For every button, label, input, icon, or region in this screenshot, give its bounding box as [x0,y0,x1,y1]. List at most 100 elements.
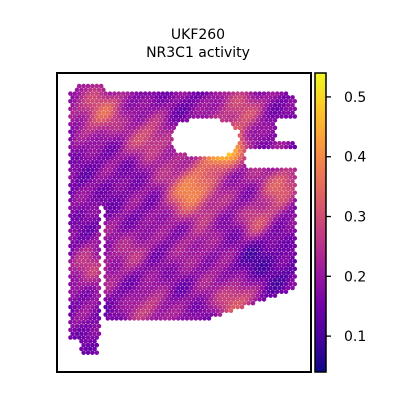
spot [138,182,144,188]
spot [259,186,265,192]
spot [193,285,199,291]
spot [246,247,251,253]
spot [191,205,196,211]
spot [72,266,78,272]
spot [114,186,119,192]
spot [129,205,135,211]
spot [182,159,188,165]
spot [156,175,161,180]
spot [178,220,183,226]
spot [142,281,148,287]
spot [283,91,289,96]
spot [151,114,157,119]
spot [180,239,185,245]
spot [248,205,254,211]
spot [184,255,190,260]
spot [70,186,75,192]
spot [193,209,199,214]
spot [85,144,91,150]
spot [261,182,267,188]
spot [118,285,124,291]
spot [142,312,148,317]
spot [270,144,276,150]
spot [171,316,177,321]
spot [248,91,254,96]
spot [136,217,141,222]
spot [228,209,234,214]
spot [268,110,273,115]
spot [200,274,205,279]
spot [156,198,161,203]
spot [90,198,95,203]
spot [288,167,293,173]
spot [169,259,174,264]
spot [120,281,126,287]
spot [259,278,265,283]
spot [228,285,234,291]
spot [164,98,170,104]
spot [68,236,73,241]
spot [281,217,287,222]
spot [107,266,113,272]
spot [85,228,91,234]
spot [268,285,273,291]
spot [92,163,97,169]
spot [283,106,289,112]
spot [178,228,183,234]
spot [224,232,229,237]
spot [103,175,108,180]
spot [85,190,91,195]
spot [195,205,201,211]
spot [268,247,273,253]
spot [107,228,113,234]
spot [74,87,80,93]
spot [235,182,240,188]
spot [277,140,282,146]
spot [285,110,291,115]
spot [255,209,260,214]
spot [120,297,126,302]
spot [171,308,177,314]
spot [228,255,234,260]
spot [182,114,188,119]
spot [248,228,254,234]
spot [233,232,238,237]
spot [217,289,223,295]
spot [226,167,232,173]
spot [186,182,192,188]
spot [246,201,251,207]
spot [217,198,223,203]
spot [215,308,221,314]
spot [244,129,249,134]
spot [158,293,163,298]
spot [224,102,229,108]
spot [131,300,137,306]
spot [147,243,152,249]
spot [76,228,82,234]
spot [151,190,157,195]
spot [96,232,102,237]
spot [145,278,150,283]
spot [195,236,201,241]
spot [235,190,240,195]
spot [173,297,179,302]
spot [191,304,196,310]
spot [116,251,122,256]
spot [288,259,293,264]
spot [241,232,247,237]
spot [184,201,190,207]
spot [237,110,243,115]
spot [211,194,216,199]
spot [178,167,183,173]
spot [118,293,124,298]
spot [120,266,126,272]
spot [255,224,260,230]
spot [237,186,243,192]
spot [134,137,139,142]
spot [138,312,144,317]
spot [164,213,170,218]
spot [270,236,276,241]
spot [197,262,203,268]
spot [151,289,157,295]
spot [239,159,245,165]
